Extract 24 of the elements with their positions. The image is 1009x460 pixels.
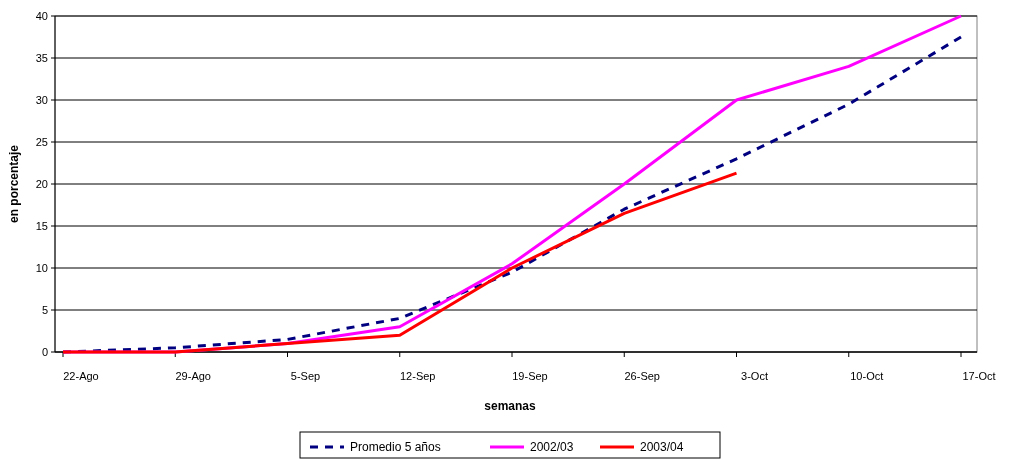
- y-tick-label: 35: [35, 51, 48, 64]
- x-tick-label: 5-Sep: [290, 370, 321, 382]
- y-tick-label: 0: [41, 345, 48, 358]
- x-tick-label: 3-Oct: [741, 370, 768, 382]
- x-tick-label: 29-Ago: [175, 370, 211, 382]
- y-tick-label: 30: [35, 93, 48, 106]
- line-series: [61, 171, 738, 354]
- y-tick-label: 5: [41, 303, 48, 316]
- x-tick-label: 19-Sep: [512, 370, 548, 382]
- y-tick-label: 20: [35, 177, 48, 190]
- y-tick-label: 25: [35, 135, 48, 148]
- x-tick-label: 17-Oct: [962, 370, 996, 382]
- y-tick-label: 10: [35, 261, 48, 274]
- y-tick-label: 15: [35, 219, 48, 232]
- x-axis-title: semanas: [484, 399, 537, 413]
- x-tick-label: 22-Ago: [63, 370, 99, 382]
- y-axis-title: en porcentaje: [7, 144, 21, 224]
- legend-label: 2002/03: [530, 440, 574, 455]
- y-tick-label: 40: [35, 9, 48, 22]
- legend-label: Promedio 5 años: [350, 440, 441, 455]
- legend-label: 2003/04: [640, 440, 684, 455]
- x-tick-label: 10-Oct: [850, 370, 884, 382]
- x-tick-label: 26-Sep: [624, 370, 660, 382]
- x-tick-label: 12-Sep: [400, 370, 436, 382]
